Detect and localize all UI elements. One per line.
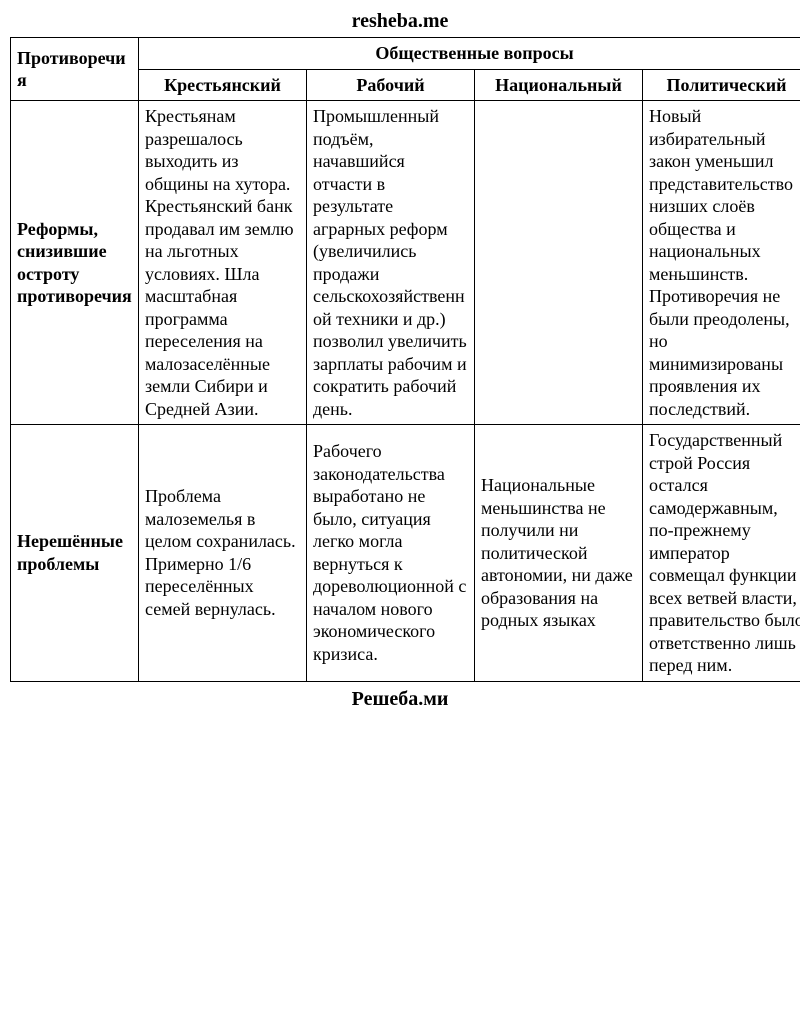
cell-reforms-worker: Промышленный подъём, начавшийся отчасти …: [307, 101, 475, 425]
col-national: Национальный: [475, 69, 643, 101]
footer-text: Решеба.ми: [10, 688, 790, 711]
row-reforms-label: Реформы, снизившие остроту противоречия: [11, 101, 139, 425]
cell-unsolved-political: Государственный строй Россия остался сам…: [643, 425, 800, 682]
cell-reforms-political: Новый избирательный закон уменьшил предс…: [643, 101, 800, 425]
cell-unsolved-national: Национальные меньшинства не получили ни …: [475, 425, 643, 682]
cell-reforms-national: [475, 101, 643, 425]
row-unsolved: Нерешённые проблемы Проблема малоземелья…: [11, 425, 800, 682]
cell-reforms-peasant: Крестьянам разрешалось выходить из общин…: [139, 101, 307, 425]
cell-unsolved-worker: Рабочего законодательства выработано не …: [307, 425, 475, 682]
reforms-table: Противоречия Общественные вопросы Кресть…: [10, 37, 800, 682]
cell-unsolved-peasant: Проблема малоземелья в целом сохранилась…: [139, 425, 307, 682]
row-unsolved-label: Нерешённые проблемы: [11, 425, 139, 682]
header-group: Общественные вопросы: [139, 38, 800, 70]
col-peasant: Крестьянский: [139, 69, 307, 101]
header-contradictions: Противоречия: [11, 38, 139, 101]
col-political: Политический: [643, 69, 800, 101]
watermark-top: resheba.me: [10, 10, 790, 33]
header-row-1: Противоречия Общественные вопросы: [11, 38, 800, 70]
row-reforms: Реформы, снизившие остроту противоречия …: [11, 101, 800, 425]
col-worker: Рабочий: [307, 69, 475, 101]
